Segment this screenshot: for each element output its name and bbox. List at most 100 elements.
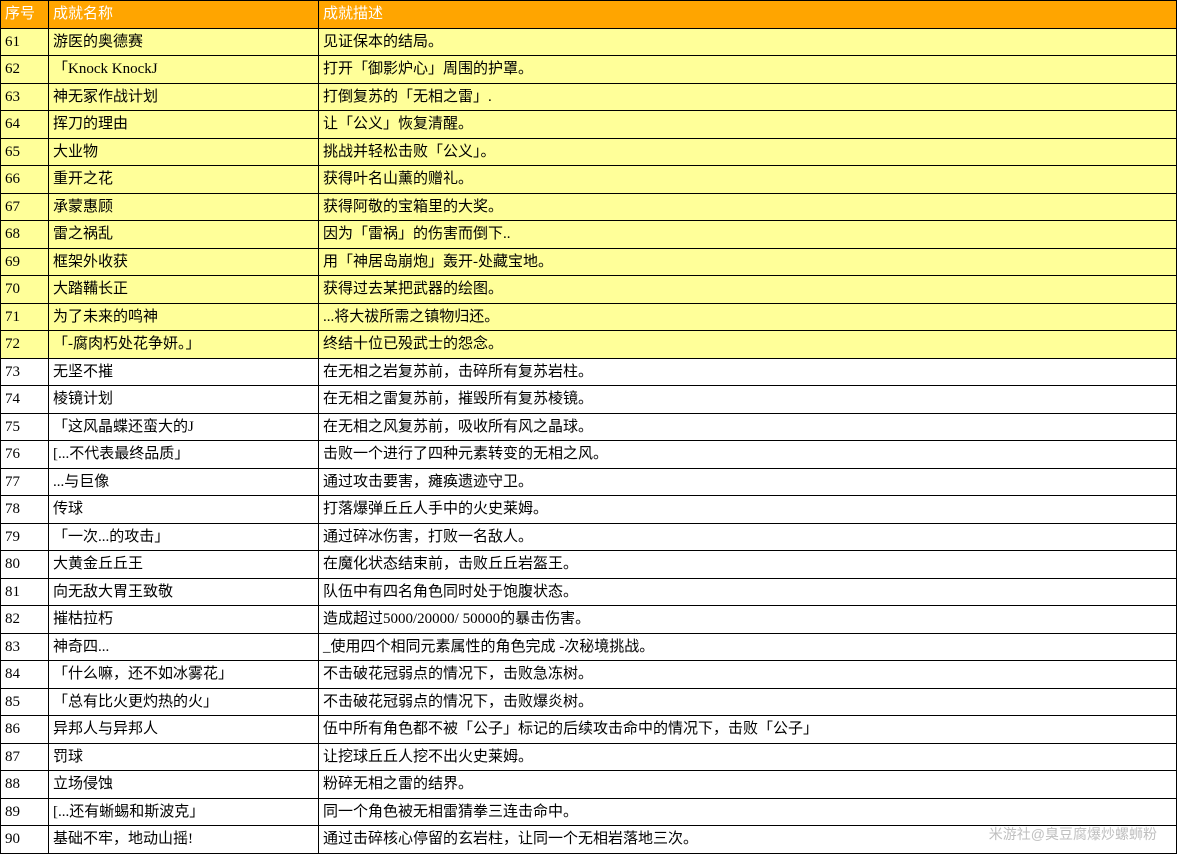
cell-name: 「这风晶蝶还蛮大的J xyxy=(49,413,319,441)
cell-index: 65 xyxy=(1,138,49,166)
cell-name: 传球 xyxy=(49,496,319,524)
cell-desc: _使用四个相同元素属性的角色完成 -次秘境挑战。 xyxy=(319,633,1177,661)
cell-name: 立场侵蚀 xyxy=(49,771,319,799)
cell-name: 「什么嘛，还不如冰雾花」 xyxy=(49,661,319,689)
table-row: 69框架外收获用「神居岛崩炮」轰开-处藏宝地。 xyxy=(1,248,1177,276)
cell-index: 71 xyxy=(1,303,49,331)
cell-name: ...与巨像 xyxy=(49,468,319,496)
cell-name: 神无冢作战计划 xyxy=(49,83,319,111)
cell-name: 异邦人与异邦人 xyxy=(49,716,319,744)
cell-desc: 粉碎无相之雷的结界。 xyxy=(319,771,1177,799)
cell-index: 90 xyxy=(1,826,49,854)
table-row: 89[...还有蜥蜴和斯波克」同一个角色被无相雷猜拳三连击命中。 xyxy=(1,798,1177,826)
cell-desc: 队伍中有四名角色同时处于饱腹状态。 xyxy=(319,578,1177,606)
header-name: 成就名称 xyxy=(49,1,319,29)
cell-desc: 获得阿敬的宝箱里的大奖。 xyxy=(319,193,1177,221)
header-index: 序号 xyxy=(1,1,49,29)
table-row: 66重开之花获得叶名山薰的赠礼。 xyxy=(1,166,1177,194)
table-row: 72「-腐肉朽处花争妍。」终结十位已殁武士的怨念。 xyxy=(1,331,1177,359)
cell-index: 70 xyxy=(1,276,49,304)
cell-index: 74 xyxy=(1,386,49,414)
cell-name: 罚球 xyxy=(49,743,319,771)
cell-name: 无坚不摧 xyxy=(49,358,319,386)
cell-desc: 终结十位已殁武士的怨念。 xyxy=(319,331,1177,359)
cell-name: 「-腐肉朽处花争妍。」 xyxy=(49,331,319,359)
cell-index: 81 xyxy=(1,578,49,606)
cell-index: 76 xyxy=(1,441,49,469)
cell-name: 棱镜计划 xyxy=(49,386,319,414)
cell-desc: 通过攻击要害，瘫痪遗迹守卫。 xyxy=(319,468,1177,496)
table-row: 83神奇四..._使用四个相同元素属性的角色完成 -次秘境挑战。 xyxy=(1,633,1177,661)
table-header-row: 序号 成就名称 成就描述 xyxy=(1,1,1177,29)
cell-name: 基础不牢，地动山摇! xyxy=(49,826,319,854)
table-row: 87罚球让挖球丘丘人挖不出火史莱姆。 xyxy=(1,743,1177,771)
cell-index: 88 xyxy=(1,771,49,799)
cell-index: 89 xyxy=(1,798,49,826)
cell-name: [...还有蜥蜴和斯波克」 xyxy=(49,798,319,826)
cell-desc: 见证保本的结局。 xyxy=(319,28,1177,56)
table-row: 77...与巨像通过攻击要害，瘫痪遗迹守卫。 xyxy=(1,468,1177,496)
cell-index: 64 xyxy=(1,111,49,139)
cell-index: 87 xyxy=(1,743,49,771)
table-row: 63神无冢作战计划打倒复苏的「无相之雷」. xyxy=(1,83,1177,111)
cell-desc: 挑战并轻松击败「公义」。 xyxy=(319,138,1177,166)
table-row: 65大业物挑战并轻松击败「公义」。 xyxy=(1,138,1177,166)
table-row: 67承蒙惠顾获得阿敬的宝箱里的大奖。 xyxy=(1,193,1177,221)
cell-desc: 获得过去某把武器的绘图。 xyxy=(319,276,1177,304)
cell-name: 承蒙惠顾 xyxy=(49,193,319,221)
cell-name: 「Knock KnockJ xyxy=(49,56,319,84)
table-row: 71为了未来的鸣神...将大祓所需之镇物归还。 xyxy=(1,303,1177,331)
cell-desc: 不击破花冠弱点的情况下，击败爆炎树。 xyxy=(319,688,1177,716)
cell-index: 84 xyxy=(1,661,49,689)
cell-index: 72 xyxy=(1,331,49,359)
cell-name: 雷之祸乱 xyxy=(49,221,319,249)
table-row: 79「一次...的攻击」通过碎冰伤害，打败一名敌人。 xyxy=(1,523,1177,551)
cell-name: 为了未来的鸣神 xyxy=(49,303,319,331)
table-row: 64挥刀的理由让「公义」恢复清醒。 xyxy=(1,111,1177,139)
cell-index: 68 xyxy=(1,221,49,249)
cell-name: [...不代表最终品质」 xyxy=(49,441,319,469)
table-row: 84「什么嘛，还不如冰雾花」不击破花冠弱点的情况下，击败急冻树。 xyxy=(1,661,1177,689)
cell-index: 61 xyxy=(1,28,49,56)
table-row: 90基础不牢，地动山摇!通过击碎核心停留的玄岩柱，让同一个无相岩落地三次。 xyxy=(1,826,1177,854)
cell-desc: 打开「御影炉心」周围的护罩。 xyxy=(319,56,1177,84)
cell-index: 62 xyxy=(1,56,49,84)
cell-desc: 伍中所有角色都不被「公子」标记的后续攻击命中的情况下，击败「公子」 xyxy=(319,716,1177,744)
table-row: 80大黄金丘丘王在魔化状态结束前，击败丘丘岩盔王。 xyxy=(1,551,1177,579)
cell-desc: 打倒复苏的「无相之雷」. xyxy=(319,83,1177,111)
cell-desc: 让「公义」恢复清醒。 xyxy=(319,111,1177,139)
table-row: 68雷之祸乱因为「雷祸」的伤害而倒下.. xyxy=(1,221,1177,249)
cell-index: 69 xyxy=(1,248,49,276)
table-row: 88立场侵蚀粉碎无相之雷的结界。 xyxy=(1,771,1177,799)
cell-name: 大黄金丘丘王 xyxy=(49,551,319,579)
cell-desc: 不击破花冠弱点的情况下，击败急冻树。 xyxy=(319,661,1177,689)
table-row: 85「总有比火更灼热的火」不击破花冠弱点的情况下，击败爆炎树。 xyxy=(1,688,1177,716)
cell-desc: 获得叶名山薰的赠礼。 xyxy=(319,166,1177,194)
table-row: 86异邦人与异邦人伍中所有角色都不被「公子」标记的后续攻击命中的情况下，击败「公… xyxy=(1,716,1177,744)
header-desc: 成就描述 xyxy=(319,1,1177,29)
cell-desc: 打落爆弹丘丘人手中的火史莱姆。 xyxy=(319,496,1177,524)
cell-name: 向无敌大胃王致敬 xyxy=(49,578,319,606)
cell-name: 重开之花 xyxy=(49,166,319,194)
cell-index: 77 xyxy=(1,468,49,496)
cell-desc: 用「神居岛崩炮」轰开-处藏宝地。 xyxy=(319,248,1177,276)
cell-index: 75 xyxy=(1,413,49,441)
cell-index: 83 xyxy=(1,633,49,661)
cell-desc: 通过击碎核心停留的玄岩柱，让同一个无相岩落地三次。 xyxy=(319,826,1177,854)
cell-name: 大业物 xyxy=(49,138,319,166)
table-row: 78传球打落爆弹丘丘人手中的火史莱姆。 xyxy=(1,496,1177,524)
cell-desc: 同一个角色被无相雷猜拳三连击命中。 xyxy=(319,798,1177,826)
cell-index: 73 xyxy=(1,358,49,386)
cell-desc: ...将大祓所需之镇物归还。 xyxy=(319,303,1177,331)
table-row: 62「Knock KnockJ打开「御影炉心」周围的护罩。 xyxy=(1,56,1177,84)
cell-name: 大踏鞴长正 xyxy=(49,276,319,304)
table-row: 75「这风晶蝶还蛮大的J在无相之风复苏前，吸收所有风之晶球。 xyxy=(1,413,1177,441)
table-row: 61游医的奥德赛见证保本的结局。 xyxy=(1,28,1177,56)
cell-index: 67 xyxy=(1,193,49,221)
cell-index: 80 xyxy=(1,551,49,579)
cell-name: 挥刀的理由 xyxy=(49,111,319,139)
cell-desc: 击败一个进行了四种元素转变的无相之风。 xyxy=(319,441,1177,469)
cell-index: 66 xyxy=(1,166,49,194)
cell-desc: 在无相之雷复苏前，摧毁所有复苏棱镜。 xyxy=(319,386,1177,414)
cell-desc: 在无相之岩复苏前，击碎所有复苏岩柱。 xyxy=(319,358,1177,386)
